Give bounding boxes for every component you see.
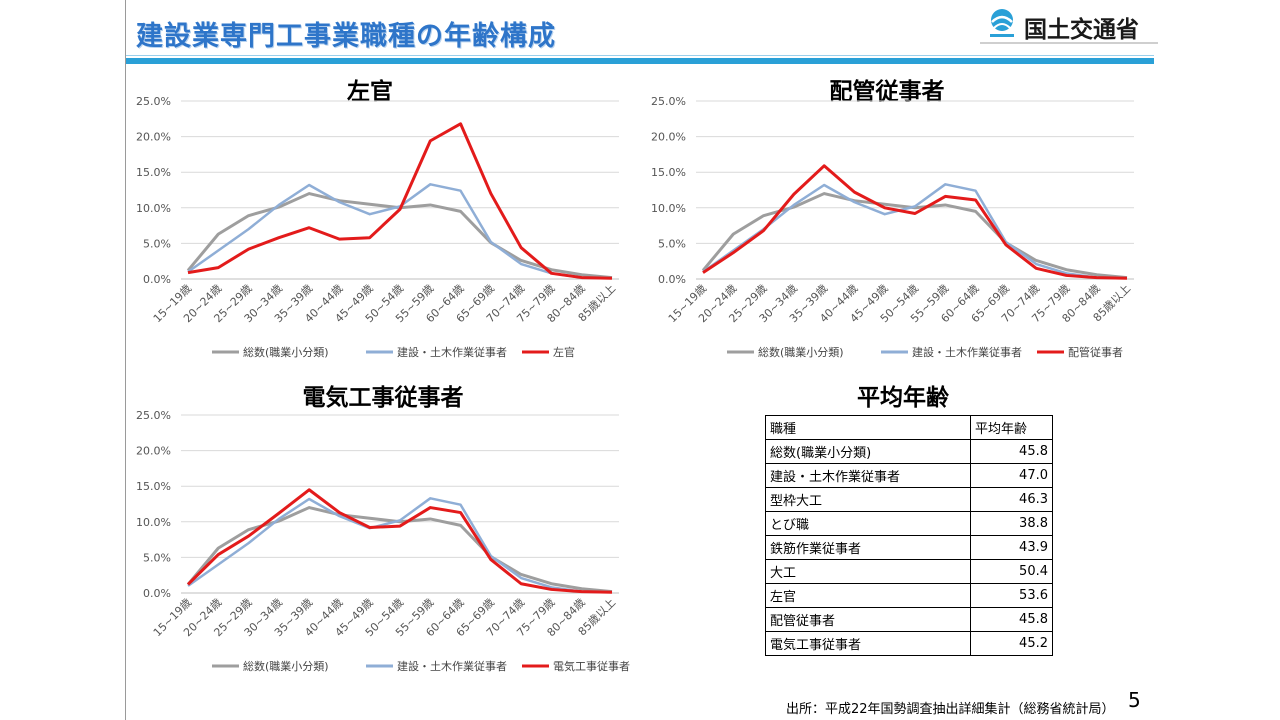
table-title-average-age: 平均年齢 <box>857 385 949 411</box>
series-construction-legend-label: 建設・土木作業従事者 <box>397 659 507 673</box>
y-tick-label: 0.0% <box>143 587 171 600</box>
chart-plumbing: 0.0%5.0%10.0%15.0%20.0%25.0%15~19歳20~24歳… <box>651 95 1134 359</box>
series-total-legend-label: 総数(職業小分類) <box>243 345 329 359</box>
table-cell-age: 38.8 <box>970 511 1053 536</box>
series-construction-line <box>187 497 613 594</box>
series-occupation-line <box>702 164 1128 280</box>
series-total-legend-label: 総数(職業小分類) <box>758 345 844 359</box>
title-rule <box>126 58 1154 64</box>
table-cell-occupation: 電気工事従事者 <box>765 631 971 656</box>
y-tick-label: 10.0% <box>136 202 171 215</box>
y-tick-label: 15.0% <box>136 166 171 179</box>
table-cell-occupation: 建設・土木作業従事者 <box>765 463 971 488</box>
y-tick-label: 15.0% <box>136 480 171 493</box>
table-cell-age: 45.8 <box>970 607 1053 632</box>
series-occupation-line <box>187 122 613 280</box>
table-row: 電気工事従事者 45.2 <box>765 631 1053 656</box>
table-cell-occupation: 型枠大工 <box>765 487 971 512</box>
y-tick-label: 20.0% <box>136 131 171 144</box>
source-note: 出所：平成22年国勢調査抽出詳細集計（総務省統計局） <box>786 702 1115 717</box>
y-tick-label: 25.0% <box>136 409 171 422</box>
y-tick-label: 5.0% <box>143 551 171 564</box>
average-age-table: 職種 平均年齢 総数(職業小分類) 45.8 建設・土木作業従事者 47.0 型枠大… <box>765 415 1053 656</box>
table-row: 建設・土木作業従事者 47.0 <box>765 463 1053 488</box>
table-cell-occupation: 左官 <box>765 583 971 608</box>
table-cell-age: 45.8 <box>970 439 1053 464</box>
series-construction-legend-label: 建設・土木作業従事者 <box>397 345 507 359</box>
table-cell-occupation: 配管従事者 <box>765 607 971 632</box>
table-cell-occupation: とび職 <box>765 511 971 536</box>
y-tick-label: 25.0% <box>651 95 686 108</box>
table-cell-age: 50.4 <box>970 559 1053 584</box>
table-cell-age: 43.9 <box>970 535 1053 560</box>
y-tick-label: 0.0% <box>143 273 171 286</box>
table-row: 配管従事者 45.8 <box>765 607 1053 632</box>
table-row: 大工 50.4 <box>765 559 1053 584</box>
ministry-logo-icon <box>990 9 1014 37</box>
series-total-legend-label: 総数(職業小分類) <box>243 659 329 673</box>
table-header-row: 職種 平均年齢 <box>765 415 1053 440</box>
series-construction-line <box>187 183 613 280</box>
title-rule-thin <box>126 55 1154 56</box>
chart-title-electric: 電気工事従事者 <box>302 385 464 411</box>
table-cell-age: 45.2 <box>970 631 1053 656</box>
y-tick-label: 15.0% <box>651 166 686 179</box>
y-tick-label: 0.0% <box>658 273 686 286</box>
chart-sakan: 0.0%5.0%10.0%15.0%20.0%25.0%15~19歳20~24歳… <box>136 95 619 359</box>
table-cell-occupation: 大工 <box>765 559 971 584</box>
y-tick-label: 20.0% <box>136 445 171 458</box>
ministry-name: 国土交通省 <box>1024 17 1139 43</box>
table-cell-age: 53.6 <box>970 583 1053 608</box>
table-cell-occupation: 鉄筋作業従事者 <box>765 535 971 560</box>
table-header-average-age: 平均年齢 <box>970 415 1053 440</box>
table-cell-age: 47.0 <box>970 463 1053 488</box>
table-row: 総数(職業小分類) 45.8 <box>765 439 1053 464</box>
table-cell-occupation: 総数(職業小分類) <box>765 439 971 464</box>
series-occupation-legend-label: 配管従事者 <box>1068 345 1123 359</box>
table-row: 型枠大工 46.3 <box>765 487 1053 512</box>
series-occupation-legend-label: 左官 <box>553 345 575 359</box>
y-tick-label: 10.0% <box>651 202 686 215</box>
page-number: 5 <box>1128 688 1141 712</box>
series-occupation-legend-label: 電気工事従事者 <box>553 659 630 673</box>
series-construction-legend-label: 建設・土木作業従事者 <box>912 345 1022 359</box>
y-tick-label: 20.0% <box>651 131 686 144</box>
table-header-occupation: 職種 <box>765 415 971 440</box>
series-construction-line <box>702 183 1128 280</box>
y-tick-label: 5.0% <box>143 237 171 250</box>
table-row: 左官 53.6 <box>765 583 1053 608</box>
y-tick-label: 5.0% <box>658 237 686 250</box>
logo-underline <box>980 42 1158 44</box>
table-row: 鉄筋作業従事者 43.9 <box>765 535 1053 560</box>
table-cell-age: 46.3 <box>970 487 1053 512</box>
table-row: とび職 38.8 <box>765 511 1053 536</box>
y-tick-label: 10.0% <box>136 516 171 529</box>
left-border <box>125 0 126 720</box>
page-title: 建設業専門工事業職種の年齢構成 <box>136 21 556 52</box>
chart-electric: 0.0%5.0%10.0%15.0%20.0%25.0%15~19歳20~24歳… <box>136 409 630 673</box>
ministry-logo <box>990 9 1014 37</box>
y-tick-label: 25.0% <box>136 95 171 108</box>
